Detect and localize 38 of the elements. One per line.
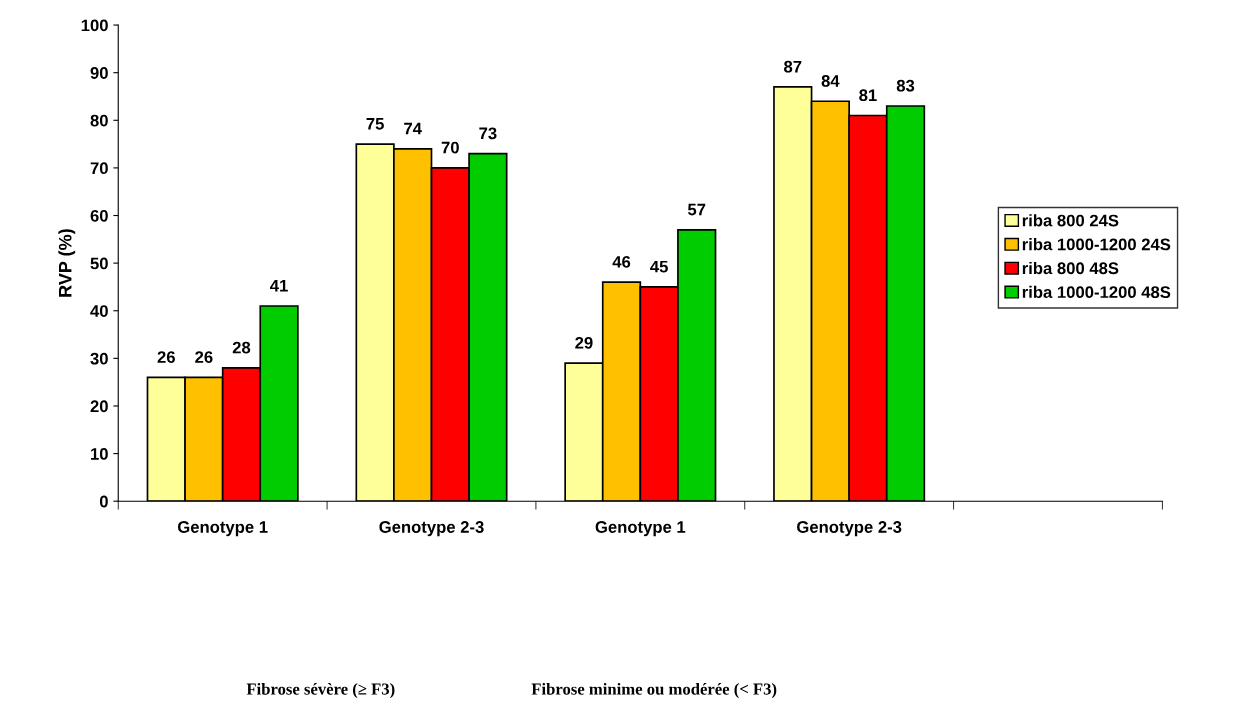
text: Fibrose minime ou modérée (< F3) [531, 682, 777, 699]
y-tick-label: 30 [90, 352, 108, 365]
data-label: 75 [366, 118, 384, 130]
data-label: 87 [784, 60, 802, 73]
data-label: 29 [575, 336, 593, 349]
legend-label: riba 1000-1200 48S [1022, 285, 1171, 299]
data-label: 26 [157, 351, 175, 363]
x-tick-label: Genotype 1 [177, 521, 268, 537]
y-tick-label: 80 [90, 114, 108, 127]
y-tick-label: 10 [91, 447, 108, 460]
data-label: 73 [479, 127, 497, 140]
data-label: 83 [896, 79, 915, 92]
data-label: 45 [650, 260, 668, 273]
y-tick-label: 50 [90, 257, 108, 270]
y-tick-label: 90 [90, 67, 108, 79]
data-label: 46 [612, 255, 631, 268]
x-tick-label: Genotype 1 [595, 521, 686, 537]
data-label: 81 [859, 89, 877, 102]
y-tick-label: 20 [90, 400, 108, 413]
y-tick-label: 70 [90, 162, 108, 175]
y-tick-label: 100 [81, 19, 108, 32]
text: Fibrose sévère (≥ F3) [246, 682, 395, 699]
data-label: 28 [232, 341, 251, 354]
legend-label: riba 800 48S [1022, 261, 1119, 275]
y-tick-label: 60 [90, 209, 108, 222]
y-tick-label: 0 [99, 495, 108, 508]
data-label: 84 [821, 75, 840, 87]
data-label: 74 [404, 122, 422, 135]
x-tick-label: Genotype 2-3 [379, 521, 484, 537]
y-tick-label: 40 [90, 305, 108, 317]
y-axis-title: RVP (%) [58, 229, 76, 297]
data-label: 26 [195, 351, 213, 363]
data-label: 70 [441, 141, 459, 154]
x-tick-label: Genotype 2-3 [797, 521, 902, 537]
legend-label: riba 800 24S [1022, 214, 1119, 227]
data-label: 41 [270, 279, 288, 292]
legend-label: riba 1000-1200 24S [1022, 238, 1171, 251]
data-label: 57 [687, 203, 706, 216]
